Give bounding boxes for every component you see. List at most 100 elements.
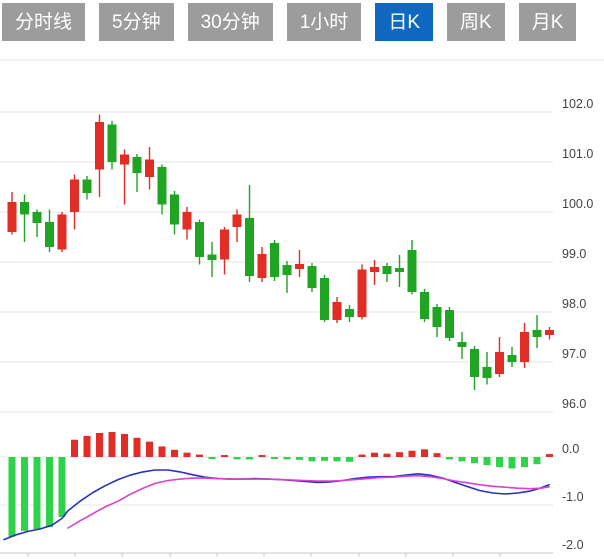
macd-bar xyxy=(258,455,266,458)
macd-bar xyxy=(521,457,528,468)
candle-body xyxy=(132,157,142,173)
tab-daily-k[interactable]: 日K xyxy=(375,3,433,41)
candle-body xyxy=(182,212,192,230)
candle-body xyxy=(457,342,467,347)
price-axis-label: 99.0 xyxy=(562,247,586,261)
macd-bar xyxy=(121,433,128,457)
price-axis-label: 97.0 xyxy=(562,347,586,361)
macd-bar xyxy=(446,457,453,460)
candle-body xyxy=(432,307,442,327)
candle-body xyxy=(295,264,304,269)
candle-body xyxy=(170,194,179,225)
macd-bar xyxy=(383,453,391,457)
macd-bar xyxy=(21,457,28,531)
candle-body xyxy=(120,154,129,165)
macd-bar xyxy=(308,457,316,462)
price-axis-label: 96.0 xyxy=(562,397,586,411)
macd-bar xyxy=(183,452,191,457)
macd-bar xyxy=(358,454,366,457)
candle-body xyxy=(320,278,329,320)
tab-30min[interactable]: 30分钟 xyxy=(187,3,273,41)
macd-bar xyxy=(58,457,66,517)
candle-body xyxy=(345,309,354,317)
candle-body xyxy=(270,243,279,277)
candle-body xyxy=(20,202,29,215)
candle-body xyxy=(332,302,342,320)
candle-body xyxy=(382,266,392,274)
macd-bar xyxy=(283,457,291,460)
tab-time-line[interactable]: 分时线 xyxy=(2,3,86,41)
macd-axis-label: -2.0 xyxy=(562,538,584,552)
tab-weekly-k[interactable]: 周K xyxy=(447,3,505,41)
candle-body xyxy=(257,254,267,278)
macd-bar xyxy=(346,457,353,462)
dea-line xyxy=(67,474,550,529)
candle-body xyxy=(32,212,42,223)
price-axis-label: 102.0 xyxy=(562,97,593,111)
macd-bar xyxy=(246,457,253,460)
macd-bar xyxy=(208,457,216,459)
candle-body xyxy=(145,159,154,177)
candle-body xyxy=(95,122,104,170)
macd-bar xyxy=(146,441,153,457)
macd-axis-label: -1.0 xyxy=(562,490,584,504)
tab-5min[interactable]: 5分钟 xyxy=(99,3,174,41)
macd-bar xyxy=(483,457,491,466)
candle-body xyxy=(395,268,404,272)
macd-bar xyxy=(221,455,228,458)
macd-bar xyxy=(321,457,328,461)
candle-body xyxy=(245,218,254,276)
candle-body xyxy=(45,222,54,247)
macd-bar xyxy=(508,457,516,469)
candle-body xyxy=(195,222,204,257)
candle-body xyxy=(82,179,92,193)
macd-bar xyxy=(108,432,116,457)
tab-monthly-k[interactable]: 月K xyxy=(518,3,577,41)
macd-bar xyxy=(83,435,91,457)
macd-bar xyxy=(333,457,341,462)
macd-bar xyxy=(433,453,441,457)
macd-axis-label: 0.0 xyxy=(562,442,579,456)
macd-bar xyxy=(233,457,241,460)
candle-body xyxy=(370,267,379,272)
macd-bar xyxy=(546,454,553,457)
macd-bar xyxy=(158,446,166,457)
tab-1hour[interactable]: 1小时 xyxy=(286,3,362,41)
candle-body xyxy=(232,214,242,227)
candle-body xyxy=(407,250,417,292)
macd-bar xyxy=(196,454,203,457)
macd-bar xyxy=(171,449,178,457)
period-tab-bar: 分时线 5分钟 30分钟 1小时 日K 周K 月K xyxy=(2,3,577,41)
candle-body xyxy=(207,254,217,260)
candle-body xyxy=(482,367,492,378)
candle-body xyxy=(445,310,454,338)
candle-body xyxy=(307,266,317,288)
macd-bar xyxy=(133,437,141,457)
candle-body xyxy=(420,292,429,319)
candle-body xyxy=(70,179,79,212)
macd-bar xyxy=(271,457,278,459)
candle-body xyxy=(7,202,17,232)
candle-body xyxy=(470,349,479,377)
candle-body xyxy=(107,124,117,162)
macd-bar xyxy=(458,457,466,462)
macd-bar xyxy=(533,457,541,465)
candle-body xyxy=(507,355,517,362)
candle-body xyxy=(532,330,542,337)
macd-bar xyxy=(471,457,478,464)
macd-bar xyxy=(71,439,78,457)
price-axis-label: 98.0 xyxy=(562,297,586,311)
candle-body xyxy=(157,167,167,205)
candle-body xyxy=(545,330,554,335)
candle-body xyxy=(495,352,504,374)
macd-bar xyxy=(496,457,503,468)
price-axis-label: 100.0 xyxy=(562,197,593,211)
macd-bar xyxy=(371,452,378,457)
price-axis-label: 101.0 xyxy=(562,147,593,161)
macd-bar xyxy=(296,457,303,460)
macd-bar xyxy=(96,433,103,457)
candle-body xyxy=(57,214,67,250)
macd-bar xyxy=(46,457,53,528)
